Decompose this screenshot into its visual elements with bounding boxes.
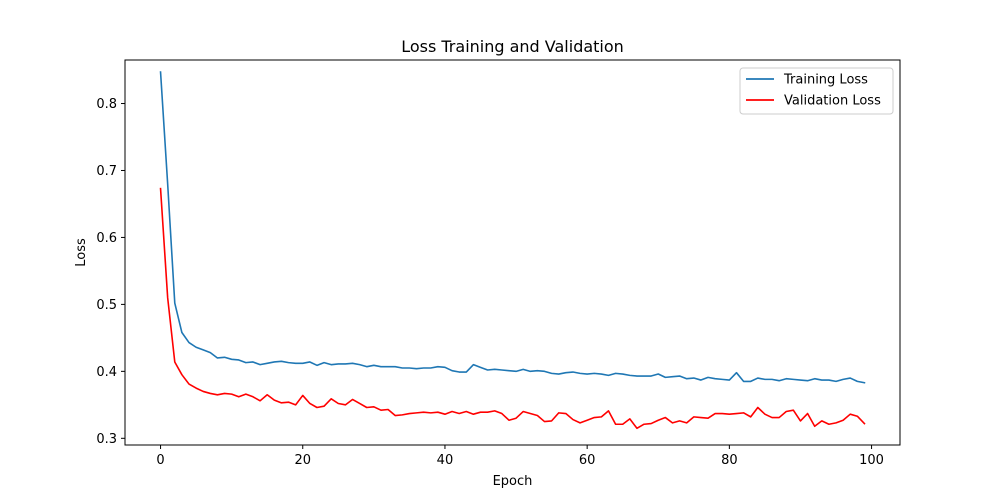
y-tick-label: 0.8 [96,97,117,112]
y-tick-label: 0.4 [96,365,117,380]
x-tick-label: 60 [579,453,596,468]
x-axis-label: Epoch [493,474,533,489]
x-axis: 0 20 40 60 80 100 [156,445,884,468]
x-tick-label: 20 [294,453,311,468]
y-tick-label: 0.3 [96,432,117,447]
series-layer [159,71,866,430]
x-tick-label: 100 [859,453,884,468]
legend: Training Loss Validation Loss [739,67,894,115]
plot-area [124,59,901,446]
y-tick-label: 0.6 [96,231,117,246]
legend-label: Training Loss [783,73,868,88]
x-tick-label: 80 [721,453,738,468]
y-tick-label: 0.7 [96,164,117,179]
y-axis: 0.3 0.4 0.5 0.6 0.7 0.8 [96,97,125,447]
legend-label: Validation Loss [784,94,881,109]
series-line-validation-loss [159,187,866,430]
legend-box [739,67,894,115]
y-axis-label: Loss [74,238,89,267]
x-tick-label: 40 [437,453,454,468]
x-tick-label: 0 [156,453,164,468]
y-tick-label: 0.5 [96,298,117,313]
series-line-training-loss [159,71,866,384]
chart-title: Loss Training and Validation [401,37,624,56]
